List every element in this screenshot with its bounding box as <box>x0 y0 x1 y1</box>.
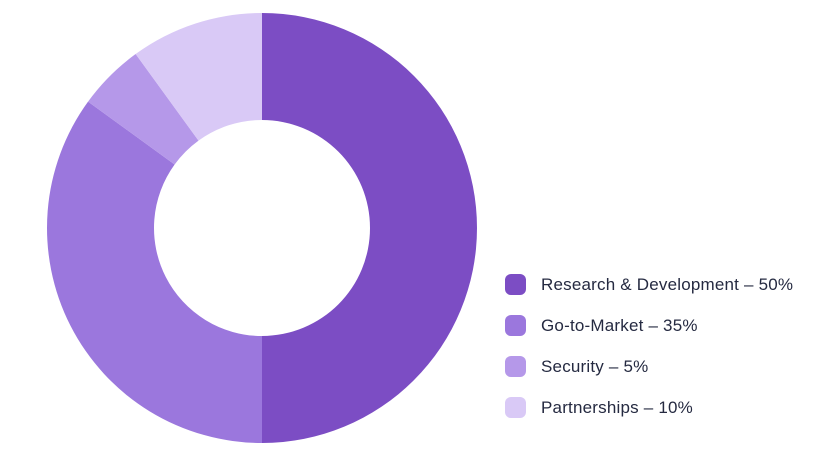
donut-segment-3 <box>88 54 199 165</box>
donut-chart <box>47 13 477 443</box>
donut-chart-container <box>47 13 477 443</box>
donut-segment-2 <box>47 101 262 443</box>
chart-legend: Research & Development – 50% Go-to-Market… <box>505 274 793 418</box>
legend-item: Partnerships – 10% <box>505 397 793 418</box>
legend-item: Go-to-Market – 35% <box>505 315 793 336</box>
legend-item: Research & Development – 50% <box>505 274 793 295</box>
legend-swatch <box>505 315 526 336</box>
legend-label: Research & Development – 50% <box>541 275 794 294</box>
legend-label: Partnerships – 10% <box>541 398 693 417</box>
legend-item: Security – 5% <box>505 356 793 377</box>
legend-label: Security – 5% <box>541 357 649 376</box>
legend-label: Go-to-Market – 35% <box>541 316 698 335</box>
legend-swatch <box>505 356 526 377</box>
donut-segment-1 <box>262 13 477 443</box>
legend-swatch <box>505 397 526 418</box>
legend-swatch <box>505 274 526 295</box>
donut-segment-4 <box>135 13 262 141</box>
